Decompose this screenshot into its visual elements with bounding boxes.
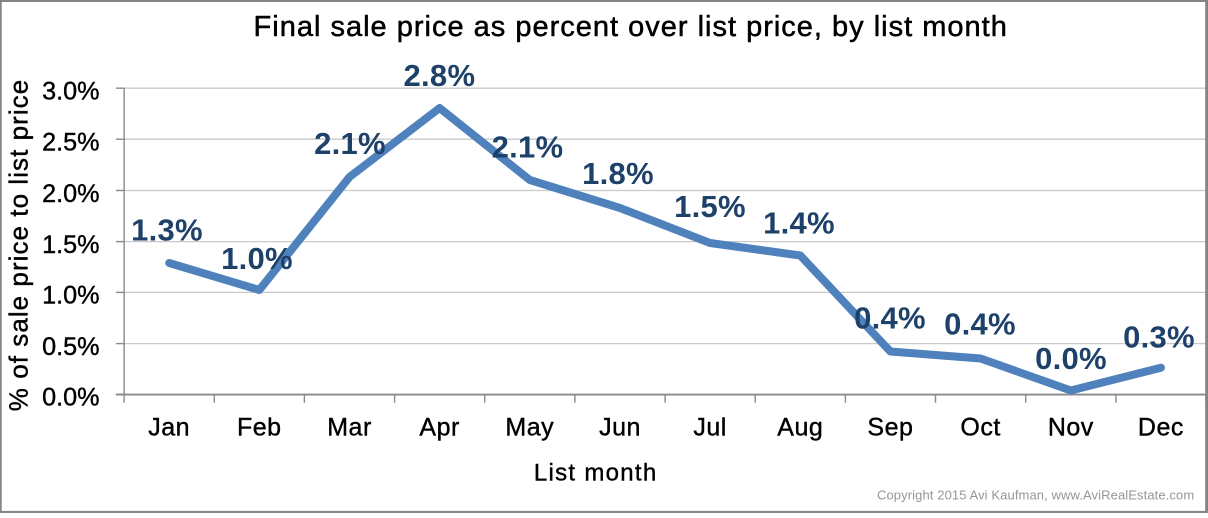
svg-text:0.4%: 0.4%: [944, 307, 1016, 342]
svg-text:Jan: Jan: [148, 413, 190, 441]
svg-text:Dec: Dec: [1138, 413, 1184, 441]
svg-text:1.5%: 1.5%: [42, 231, 99, 259]
svg-text:Jul: Jul: [693, 413, 726, 441]
svg-text:2.0%: 2.0%: [42, 180, 99, 208]
svg-text:% of sale price to list price: % of sale price to list price: [4, 79, 34, 411]
svg-text:3.0%: 3.0%: [42, 78, 99, 106]
svg-text:1.5%: 1.5%: [674, 189, 746, 224]
svg-text:Jun: Jun: [599, 413, 641, 441]
svg-text:1.8%: 1.8%: [582, 156, 654, 191]
svg-text:1.3%: 1.3%: [131, 213, 203, 248]
svg-text:Final sale price as percent ov: Final sale price as percent over list pr…: [254, 11, 1008, 43]
svg-text:0.4%: 0.4%: [854, 301, 926, 336]
svg-text:1.4%: 1.4%: [763, 206, 835, 241]
svg-text:0.5%: 0.5%: [42, 333, 99, 361]
svg-text:2.5%: 2.5%: [42, 129, 99, 157]
svg-text:Aug: Aug: [777, 413, 823, 441]
svg-text:0.0%: 0.0%: [42, 384, 99, 412]
svg-text:Sep: Sep: [867, 413, 913, 441]
svg-text:Oct: Oct: [960, 413, 1000, 441]
svg-text:1.0%: 1.0%: [221, 241, 293, 276]
svg-text:2.8%: 2.8%: [403, 58, 475, 93]
svg-text:Mar: Mar: [327, 413, 372, 441]
svg-text:Copyright 2015 Avi Kaufman, ww: Copyright 2015 Avi Kaufman, www.AviRealE…: [877, 488, 1194, 503]
svg-text:0.3%: 0.3%: [1123, 320, 1195, 355]
svg-text:Feb: Feb: [237, 413, 282, 441]
svg-text:Apr: Apr: [419, 413, 459, 441]
svg-text:May: May: [505, 413, 554, 441]
svg-text:Nov: Nov: [1048, 413, 1094, 441]
svg-text:1.0%: 1.0%: [42, 282, 99, 310]
svg-text:0.0%: 0.0%: [1035, 341, 1107, 376]
svg-text:2.1%: 2.1%: [314, 126, 386, 161]
svg-text:2.1%: 2.1%: [492, 130, 564, 165]
svg-text:List month: List month: [534, 460, 658, 487]
